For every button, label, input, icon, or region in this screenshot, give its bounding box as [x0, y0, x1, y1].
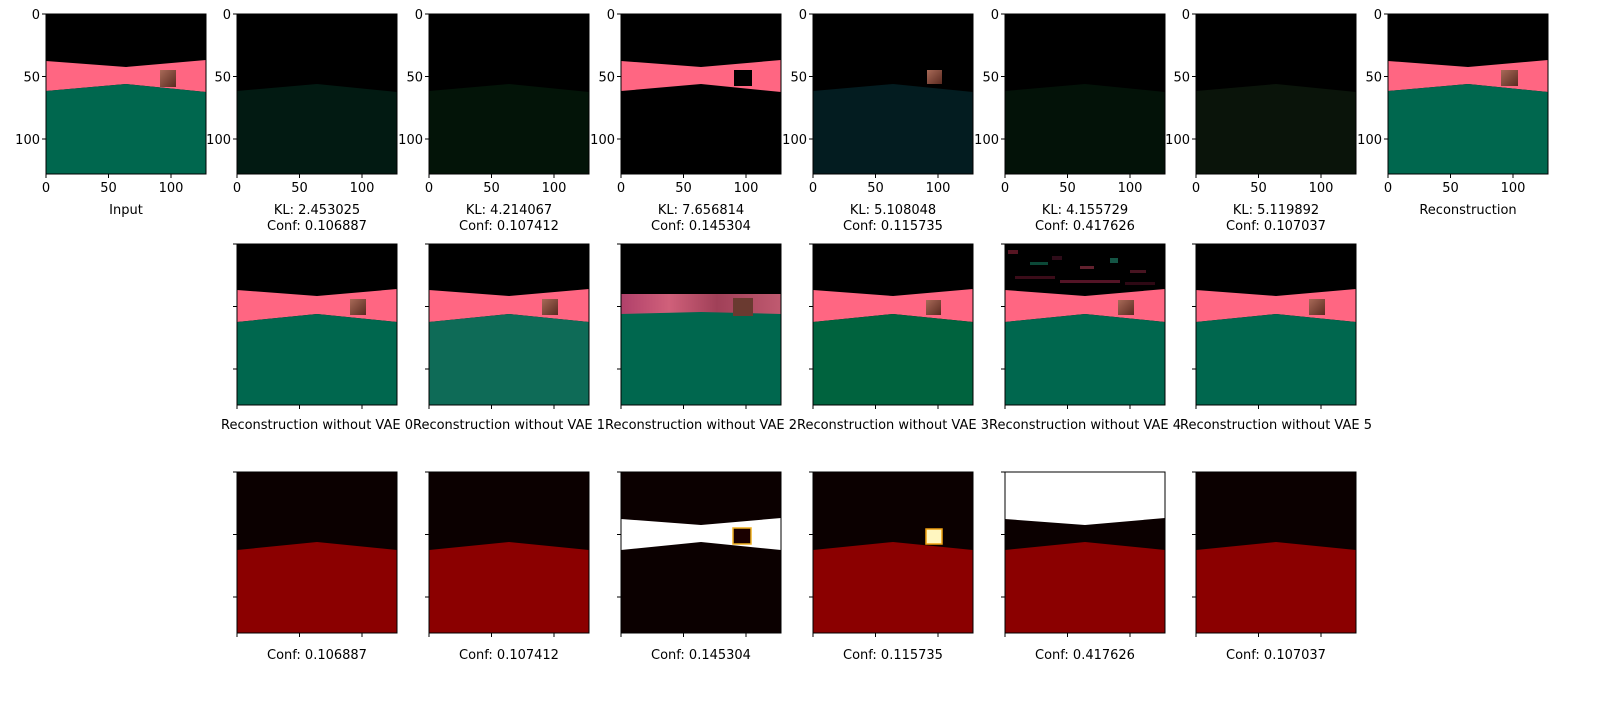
input-panel: [45, 13, 207, 175]
recon-without-vae-4-panel: [1005, 244, 1165, 405]
conf-map-5-caption: Conf: 0.107037: [1226, 648, 1326, 663]
x-tick-label: 50: [1059, 181, 1076, 196]
recon-without-vae-2-panel: [621, 244, 781, 405]
y-tick-label: 100: [15, 133, 40, 148]
x-tick-label: 0: [1384, 181, 1392, 196]
x-tick-label: 0: [233, 181, 241, 196]
cube-object: [734, 70, 752, 86]
recon-without-vae-4-caption: Reconstruction without VAE 4: [989, 418, 1181, 433]
y-tick-label: 100: [398, 133, 423, 148]
reconstruction-caption: Reconstruction: [1419, 203, 1516, 218]
x-tick-label: 0: [617, 181, 625, 196]
cube-object: [1501, 70, 1518, 86]
x-tick-label: 50: [291, 181, 308, 196]
vae-5-panel: [1195, 13, 1357, 175]
vae-4-kl: KL: 4.155729: [1042, 203, 1128, 218]
cube-object: [160, 70, 176, 87]
conf-map-0-panel: [237, 472, 397, 633]
vae-3-kl: KL: 5.108048: [850, 203, 936, 218]
vae-5-conf: Conf: 0.107037: [1226, 219, 1326, 234]
conf-map-2-panel: [621, 472, 781, 633]
recon-without-vae-1-caption: Reconstruction without VAE 1: [413, 418, 605, 433]
conf-map-3-caption: Conf: 0.115735: [843, 648, 943, 663]
conf-map-4-panel: [1004, 471, 1166, 634]
y-tick-label: 50: [982, 71, 999, 86]
input-caption: Input: [109, 203, 143, 218]
y-tick-label: 0: [1374, 8, 1382, 23]
vae-0-kl: KL: 2.453025: [274, 203, 360, 218]
conf-map-3-panel: [813, 472, 973, 633]
x-tick-label: 0: [1001, 181, 1009, 196]
cube-object: [927, 70, 942, 84]
vae-2-panel: [620, 13, 782, 175]
y-tick-label: 100: [1357, 133, 1382, 148]
x-tick-label: 100: [734, 181, 759, 196]
recon-without-vae-0-panel: [237, 244, 397, 405]
recon-without-vae-5-panel: [1196, 244, 1356, 405]
y-tick-label: 0: [32, 8, 40, 23]
conf-map-1-caption: Conf: 0.107412: [459, 648, 559, 663]
x-tick-label: 100: [542, 181, 567, 196]
y-tick-label: 0: [415, 8, 423, 23]
x-tick-label: 50: [1250, 181, 1267, 196]
y-tick-label: 50: [1173, 71, 1190, 86]
y-tick-label: 50: [598, 71, 615, 86]
y-tick-label: 100: [206, 133, 231, 148]
vae-4-conf: Conf: 0.417626: [1035, 219, 1135, 234]
x-tick-label: 0: [42, 181, 50, 196]
recon-without-vae-2-caption: Reconstruction without VAE 2: [605, 418, 797, 433]
vae-3-panel: [812, 13, 974, 175]
y-tick-label: 50: [790, 71, 807, 86]
x-tick-label: 50: [867, 181, 884, 196]
conf-map-0-caption: Conf: 0.106887: [267, 648, 367, 663]
y-tick-label: 0: [223, 8, 231, 23]
x-tick-label: 100: [1309, 181, 1334, 196]
reconstruction-panel: [1387, 13, 1549, 175]
x-tick-label: 100: [1501, 181, 1526, 196]
x-tick-label: 50: [1442, 181, 1459, 196]
recon-without-vae-3-panel: [813, 244, 973, 405]
y-tick-label: 50: [1365, 71, 1382, 86]
y-tick-label: 50: [23, 71, 40, 86]
conf-map-4-caption: Conf: 0.417626: [1035, 648, 1135, 663]
vae-4-panel: [1004, 13, 1166, 175]
y-tick-label: 0: [799, 8, 807, 23]
vae-0-panel: [236, 13, 398, 175]
y-tick-label: 0: [607, 8, 615, 23]
y-tick-label: 0: [1182, 8, 1190, 23]
y-tick-label: 100: [782, 133, 807, 148]
y-tick-label: 0: [991, 8, 999, 23]
x-tick-label: 0: [809, 181, 817, 196]
x-tick-label: 50: [100, 181, 117, 196]
vae-3-conf: Conf: 0.115735: [843, 219, 943, 234]
vae-5-kl: KL: 5.119892: [1233, 203, 1319, 218]
conf-map-1-panel: [429, 472, 589, 633]
x-tick-label: 50: [483, 181, 500, 196]
x-tick-label: 100: [926, 181, 951, 196]
vae-1-conf: Conf: 0.107412: [459, 219, 559, 234]
recon-without-vae-3-caption: Reconstruction without VAE 3: [797, 418, 989, 433]
y-tick-label: 50: [214, 71, 231, 86]
recon-without-vae-5-caption: Reconstruction without VAE 5: [1180, 418, 1372, 433]
y-tick-label: 100: [974, 133, 999, 148]
recon-without-vae-1-panel: [429, 244, 589, 405]
y-tick-label: 100: [1165, 133, 1190, 148]
x-tick-label: 100: [1118, 181, 1143, 196]
vae-2-conf: Conf: 0.145304: [651, 219, 751, 234]
x-tick-label: 100: [350, 181, 375, 196]
y-tick-label: 50: [406, 71, 423, 86]
x-tick-label: 0: [1192, 181, 1200, 196]
conf-map-2-caption: Conf: 0.145304: [651, 648, 751, 663]
conf-map-5-panel: [1196, 472, 1356, 633]
recon-without-vae-0-caption: Reconstruction without VAE 0: [221, 418, 413, 433]
vae-1-panel: [428, 13, 590, 175]
x-tick-label: 0: [425, 181, 433, 196]
vae-1-kl: KL: 4.214067: [466, 203, 552, 218]
x-tick-label: 50: [675, 181, 692, 196]
vae-2-kl: KL: 7.656814: [658, 203, 744, 218]
x-tick-label: 100: [159, 181, 184, 196]
y-tick-label: 100: [590, 133, 615, 148]
vae-0-conf: Conf: 0.106887: [267, 219, 367, 234]
